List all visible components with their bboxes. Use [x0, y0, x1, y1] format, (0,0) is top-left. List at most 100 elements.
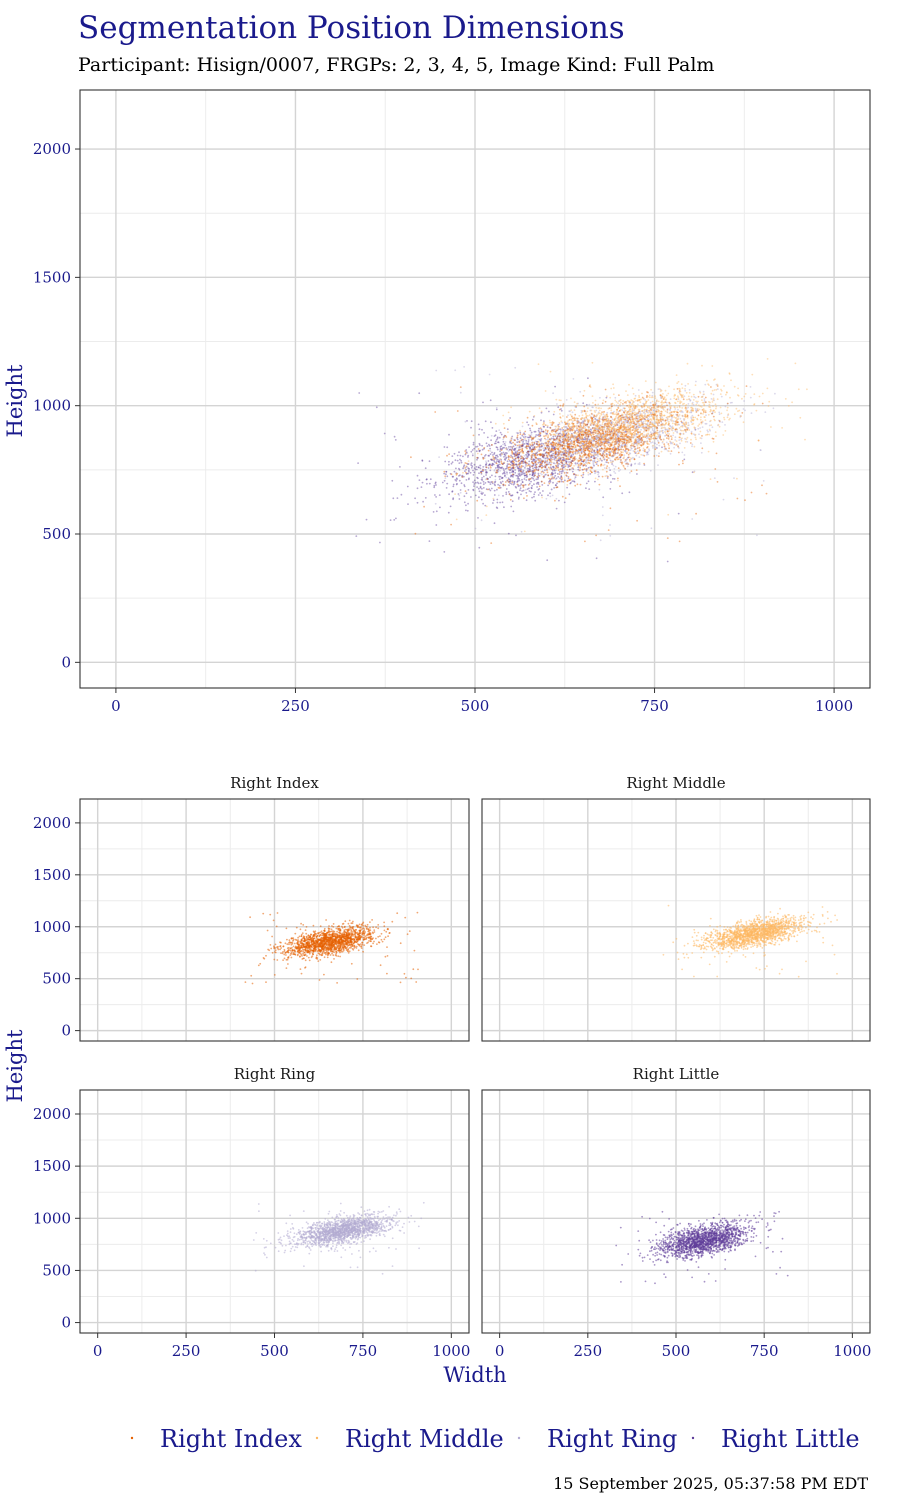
data-point	[552, 481, 554, 484]
data-point	[726, 409, 728, 412]
data-point	[550, 478, 552, 480]
data-point	[660, 395, 663, 397]
data-point	[655, 454, 658, 457]
data-point	[518, 449, 520, 452]
data-point	[632, 456, 634, 459]
data-point	[531, 473, 534, 476]
data-point	[444, 460, 447, 463]
data-point	[571, 459, 574, 462]
data-point	[594, 470, 597, 472]
data-point	[646, 442, 648, 445]
data-point	[568, 479, 571, 482]
data-point	[560, 475, 563, 477]
data-point	[501, 476, 504, 479]
data-point	[543, 457, 546, 460]
data-point	[509, 448, 512, 451]
data-point	[479, 464, 482, 467]
data-point	[605, 396, 608, 399]
data-point	[555, 469, 558, 471]
data-point	[633, 442, 636, 444]
data-point	[472, 469, 474, 472]
data-point	[502, 447, 504, 449]
data-point	[478, 496, 480, 499]
data-point	[414, 497, 416, 500]
data-point	[545, 442, 548, 445]
data-point	[554, 435, 557, 437]
data-point	[479, 486, 482, 489]
data-point	[536, 443, 538, 445]
data-point	[623, 411, 626, 414]
data-point	[500, 452, 503, 455]
data-point	[787, 405, 790, 407]
data-point	[500, 467, 503, 470]
data-point	[647, 391, 649, 394]
data-point	[503, 446, 505, 449]
data-point	[475, 450, 478, 453]
data-point	[491, 444, 493, 446]
data-point	[670, 438, 673, 441]
data-point	[435, 484, 437, 486]
data-point	[503, 458, 506, 461]
data-point	[614, 452, 617, 455]
data-point	[517, 479, 519, 482]
data-point	[492, 454, 494, 456]
data-point	[540, 459, 543, 462]
data-point	[512, 466, 515, 468]
data-point	[576, 427, 578, 430]
data-point	[546, 459, 549, 462]
data-point	[563, 444, 566, 447]
data-point	[736, 394, 739, 396]
data-point	[522, 460, 524, 463]
data-point	[518, 452, 521, 454]
data-point	[526, 495, 528, 497]
data-point	[608, 441, 611, 444]
data-point	[597, 473, 599, 476]
data-point	[711, 412, 713, 415]
data-point	[522, 486, 525, 489]
data-point	[559, 457, 561, 459]
data-point	[766, 387, 769, 390]
data-point	[559, 441, 562, 443]
data-point	[700, 422, 703, 425]
data-point	[524, 462, 527, 464]
data-point	[598, 409, 601, 412]
data-point	[580, 474, 583, 477]
data-point	[638, 449, 641, 452]
data-point	[607, 529, 610, 531]
data-point	[530, 486, 533, 489]
data-point	[505, 453, 507, 456]
data-point	[365, 518, 368, 521]
data-point	[519, 436, 522, 439]
data-point	[443, 470, 446, 473]
data-point	[549, 492, 551, 495]
data-point	[485, 442, 488, 445]
data-point	[509, 466, 512, 469]
data-point	[565, 475, 568, 477]
data-point	[628, 458, 631, 461]
data-point	[638, 410, 640, 413]
data-point	[530, 448, 533, 451]
data-point	[552, 445, 555, 448]
data-point	[651, 406, 653, 409]
data-point	[502, 483, 504, 486]
data-point	[600, 447, 603, 450]
data-point	[535, 442, 538, 445]
data-point	[478, 450, 481, 453]
data-point	[567, 477, 570, 480]
data-point	[550, 468, 553, 471]
data-point	[522, 440, 524, 443]
data-point	[719, 393, 722, 395]
data-point	[532, 470, 534, 473]
data-point	[497, 467, 500, 469]
data-point	[511, 480, 514, 482]
data-point	[463, 464, 466, 467]
data-point	[522, 460, 524, 463]
data-point	[399, 466, 401, 468]
data-point	[518, 469, 520, 471]
data-point	[559, 478, 562, 480]
data-point	[547, 442, 550, 445]
data-point	[669, 425, 672, 427]
data-point	[520, 462, 523, 465]
data-point	[496, 454, 498, 457]
data-point	[423, 505, 425, 508]
